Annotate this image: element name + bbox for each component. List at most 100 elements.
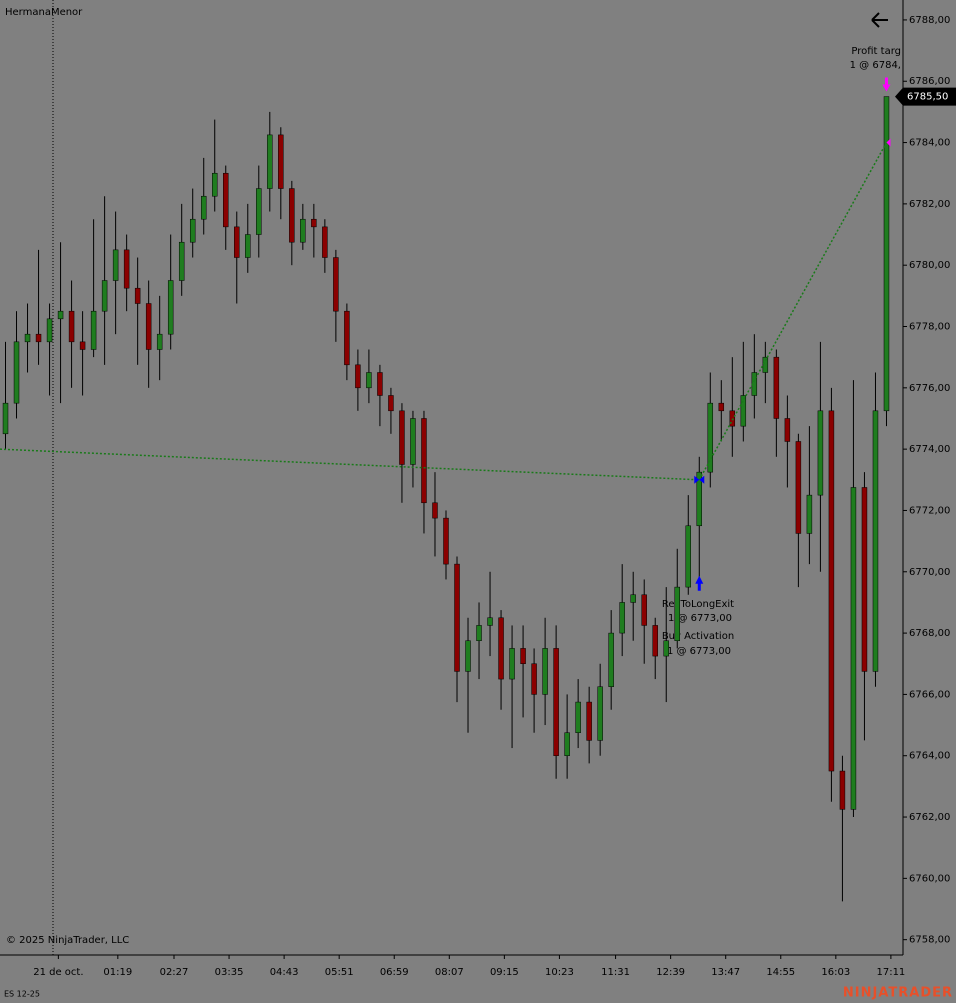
annotation: RevToLongExit (662, 599, 734, 610)
candle-body (608, 632, 614, 687)
candle-body (145, 303, 152, 350)
entry-marker (694, 475, 705, 484)
candle-body (487, 617, 493, 626)
candle-body (112, 249, 119, 281)
candle-body (861, 487, 868, 672)
candle-body (234, 226, 240, 258)
candle-body (817, 410, 824, 496)
candle-body (267, 134, 273, 189)
candle-body (674, 586, 680, 642)
candle-body (156, 333, 163, 350)
copyright: © 2025 NinjaTrader, LLC (6, 935, 129, 946)
x-tick-label: 16:03 (821, 967, 850, 978)
candle-body (178, 241, 185, 281)
candle-body (377, 372, 383, 396)
y-tick-label: 6764,00 (909, 751, 950, 762)
candle-body (498, 617, 504, 680)
annotation: 1 @ 6784, (850, 60, 901, 71)
x-tick-label: 05:51 (325, 967, 354, 978)
candle-body (564, 732, 570, 756)
y-tick-label: 6760,00 (909, 873, 950, 884)
candle-body (200, 195, 207, 220)
x-tick-label: 01:19 (103, 967, 132, 978)
chart-title: HermanaMenor (5, 7, 83, 18)
x-tick-label: 08:07 (435, 967, 464, 978)
back-arrow[interactable] (871, 12, 888, 28)
y-tick-label: 6762,00 (909, 812, 950, 823)
last-price-box (895, 87, 956, 106)
candle-body (366, 372, 372, 389)
x-tick-label: 17:11 (876, 967, 905, 978)
candle-body (509, 648, 515, 680)
candle-body (718, 402, 725, 412)
candle-body (134, 287, 141, 304)
candle-body (344, 310, 350, 366)
candle-body (465, 640, 471, 672)
candle-body (90, 310, 97, 350)
candle-body (13, 341, 20, 404)
y-tick-label: 6766,00 (909, 689, 950, 700)
x-tick-label: 14:55 (766, 967, 795, 978)
candle-body (795, 441, 802, 534)
candle-body (245, 234, 251, 258)
candle-body (289, 188, 295, 243)
y-tick-label: 6770,00 (909, 567, 950, 578)
candle-body (388, 395, 394, 412)
y-tick-label: 6786,00 (909, 76, 950, 87)
candle-body (278, 134, 284, 189)
x-tick-label: 04:43 (270, 967, 299, 978)
instrument: ES 12-25 (4, 990, 40, 999)
candle-body (443, 517, 449, 565)
annotations: Profit targ 1 @ 6784, RevToLongExit 1 @ … (662, 46, 901, 657)
exit-marker (886, 138, 891, 147)
candle-body (189, 218, 196, 243)
candle-body (839, 770, 846, 810)
y-tick-label: 6768,00 (909, 628, 950, 639)
candle-body (311, 218, 317, 228)
candle-body (432, 502, 438, 519)
candle-body (46, 318, 53, 343)
candle-body (696, 471, 703, 527)
candle-body (410, 418, 416, 465)
candle-body (421, 418, 427, 504)
x-tick-label: 06:59 (380, 967, 409, 978)
candle-body (806, 494, 813, 534)
candle-body (68, 310, 75, 343)
y-tick-label: 6778,00 (909, 322, 950, 333)
candle-body (212, 172, 218, 197)
annotation: Buy Activation (662, 631, 734, 642)
candle-body (740, 395, 747, 427)
candle-body (35, 333, 42, 343)
x-tick-label: 11:31 (601, 967, 630, 978)
x-tick-label: 21 de oct. (33, 967, 83, 978)
candle-body (531, 663, 537, 695)
candle-body (79, 341, 86, 350)
candle-body (256, 188, 262, 235)
candle-body (123, 249, 130, 289)
candle-body (167, 280, 174, 335)
candle-body (729, 410, 736, 427)
candle-body (762, 356, 769, 373)
candle-body (586, 701, 592, 741)
candle-body (619, 602, 625, 634)
candle-body (828, 410, 835, 772)
candle-body (399, 410, 405, 465)
y-tick-label: 6788,00 (909, 15, 950, 26)
candle-body (57, 310, 64, 320)
y-tick-label: 6774,00 (909, 444, 950, 455)
y-tick-label: 6784,00 (909, 138, 950, 149)
candle-body (542, 648, 548, 695)
x-tick-label: 02:27 (160, 967, 189, 978)
candle-body (322, 226, 328, 258)
candle-body (333, 257, 339, 312)
y-tick-label: 6758,00 (909, 935, 950, 946)
y-tick-label: 6776,00 (909, 383, 950, 394)
candle-body (663, 640, 669, 657)
candle-body (773, 356, 780, 419)
candle-body (685, 525, 691, 588)
trade-line (0, 142, 888, 481)
candle-body (707, 402, 714, 473)
candle-body (630, 594, 636, 603)
